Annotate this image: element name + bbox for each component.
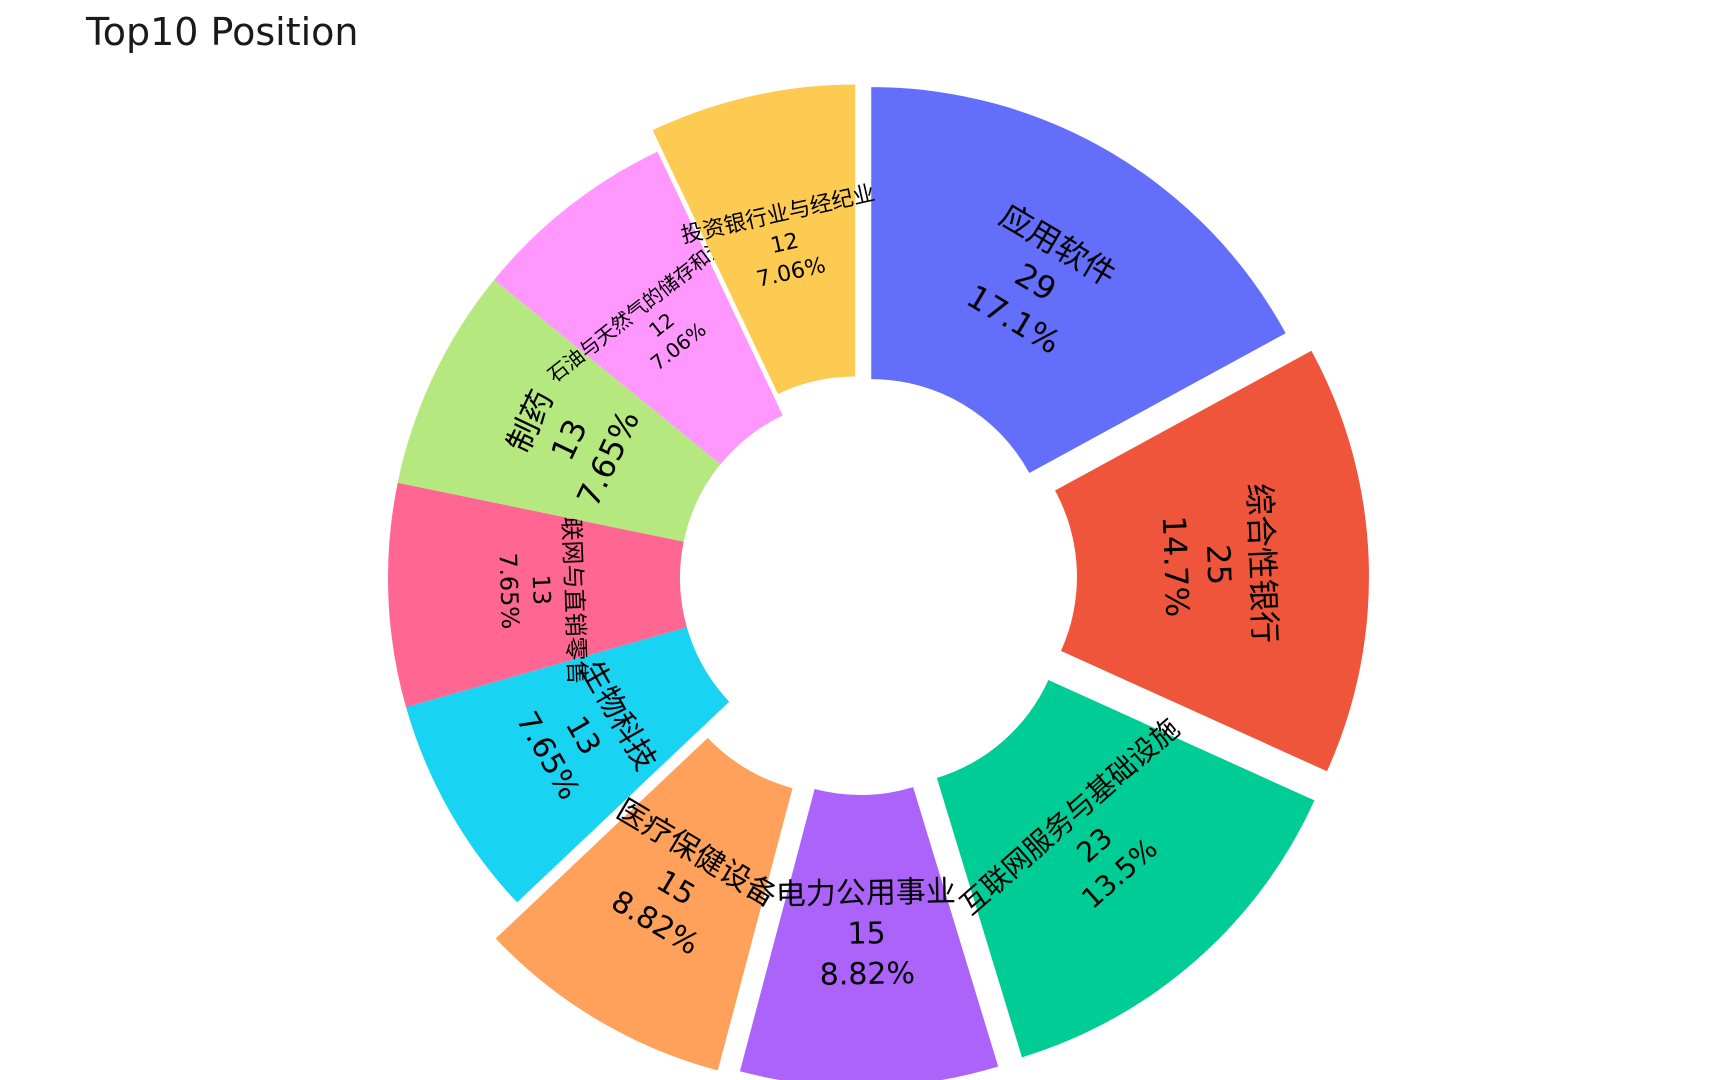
slice-percent-label: 8.82%: [819, 956, 915, 993]
slice-percent-label: 7.65%: [493, 552, 524, 629]
chart-title: Top10 Position: [86, 10, 359, 54]
slice-percent-label: 14.7%: [1155, 515, 1197, 618]
pie-slice[interactable]: [494, 151, 783, 465]
slice-value-label: 12: [768, 229, 801, 260]
slice-label-group: 电力公用事业 15 8.82%: [776, 874, 957, 993]
pie-slice[interactable]: [739, 787, 999, 1080]
pie-slice[interactable]: [871, 87, 1286, 473]
slice-category-label: 综合性银行: [1240, 482, 1284, 643]
pie-slice[interactable]: [936, 680, 1315, 1058]
pie-slice[interactable]: [397, 279, 721, 542]
pie-slice[interactable]: [652, 84, 856, 394]
pie-slice[interactable]: [388, 482, 687, 708]
pie-slice[interactable]: [495, 737, 793, 1071]
slice-value-label: 13: [527, 574, 556, 606]
slice-category-label: 电力公用事业: [776, 874, 957, 912]
pie-slice[interactable]: [406, 627, 730, 903]
pie-slice[interactable]: [1055, 350, 1369, 772]
slice-value-label: 15: [847, 916, 886, 952]
slice-value-label: 25: [1199, 544, 1238, 586]
